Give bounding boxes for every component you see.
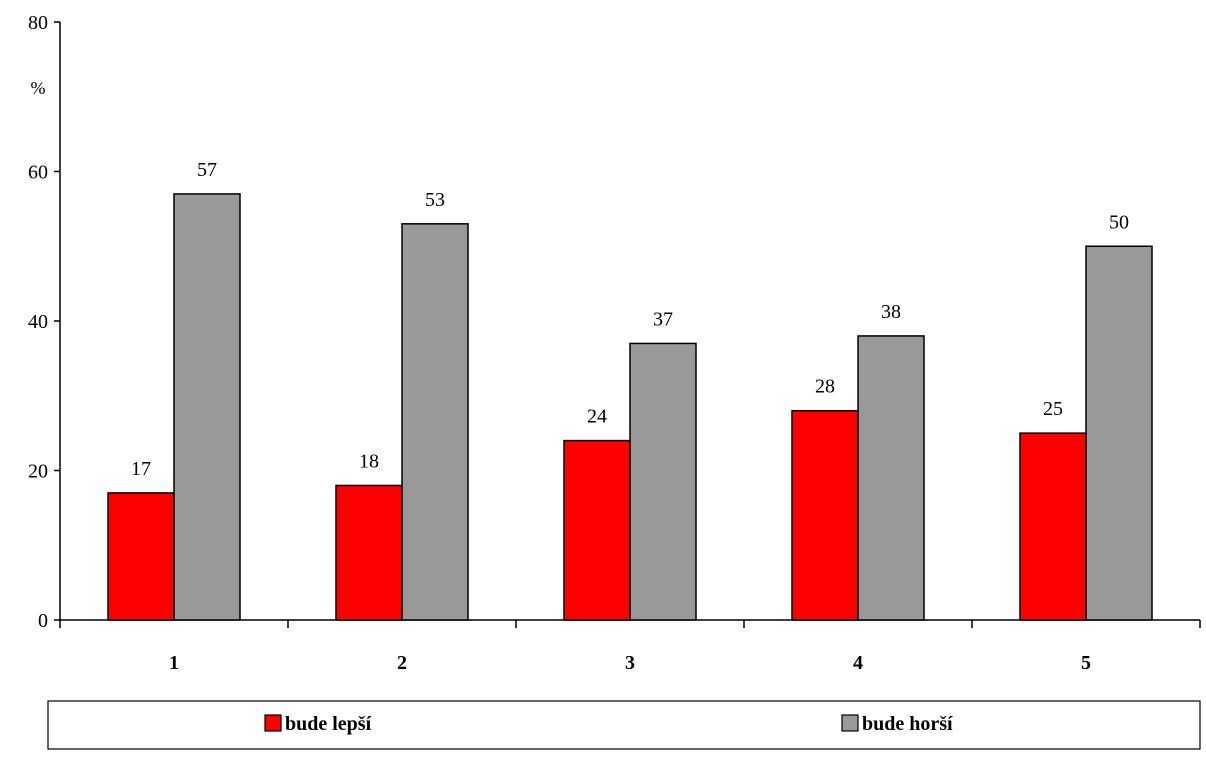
- y-tick-label: 60: [28, 162, 48, 184]
- bar: [107, 492, 175, 621]
- bar-value-label: 57: [197, 159, 217, 181]
- bar-value-label: 53: [425, 189, 445, 211]
- data-labels: 17 57 18 53 24 37 28 38 25 50: [131, 159, 1129, 480]
- legend-box: [47, 700, 1201, 750]
- bar-value-label: 28: [815, 376, 835, 398]
- bar: [791, 409, 859, 621]
- legend: bude lepší bude horší: [47, 700, 1201, 750]
- x-category-label: 3: [625, 652, 635, 674]
- x-category-label: 2: [397, 652, 407, 674]
- y-tick-label: 40: [28, 311, 48, 333]
- legend-swatch: [841, 714, 859, 732]
- y-axis-unit-label: %: [31, 78, 46, 98]
- bar-value-label: 38: [881, 301, 901, 323]
- bar: [629, 342, 697, 621]
- y-tick-label: 0: [38, 610, 48, 632]
- bar-value-label: 18: [359, 450, 379, 472]
- x-category-label: 4: [853, 652, 863, 674]
- y-tick-label: 80: [28, 12, 48, 34]
- y-tick-label: 20: [28, 461, 48, 483]
- bar-value-label: 37: [653, 308, 673, 330]
- bars: [107, 193, 1153, 621]
- bar: [563, 439, 631, 621]
- bar-value-label: 24: [587, 406, 607, 428]
- bar: [857, 335, 925, 621]
- bar: [173, 193, 241, 621]
- bar-value-label: 17: [131, 458, 151, 480]
- bar: [335, 484, 403, 621]
- bar-value-label: 50: [1109, 211, 1129, 233]
- x-category-label: 1: [169, 652, 179, 674]
- legend-swatch: [264, 714, 282, 732]
- legend-label: bude lepší: [285, 713, 372, 735]
- bar: [401, 223, 469, 621]
- bar: [1085, 245, 1153, 621]
- bar-value-label: 25: [1043, 398, 1063, 420]
- bar: [1019, 432, 1087, 621]
- x-category-label: 5: [1081, 652, 1091, 674]
- legend-label: bude horší: [862, 713, 953, 735]
- axes: 0 20 40 60 80% 1 2 3 4 5: [28, 12, 1201, 674]
